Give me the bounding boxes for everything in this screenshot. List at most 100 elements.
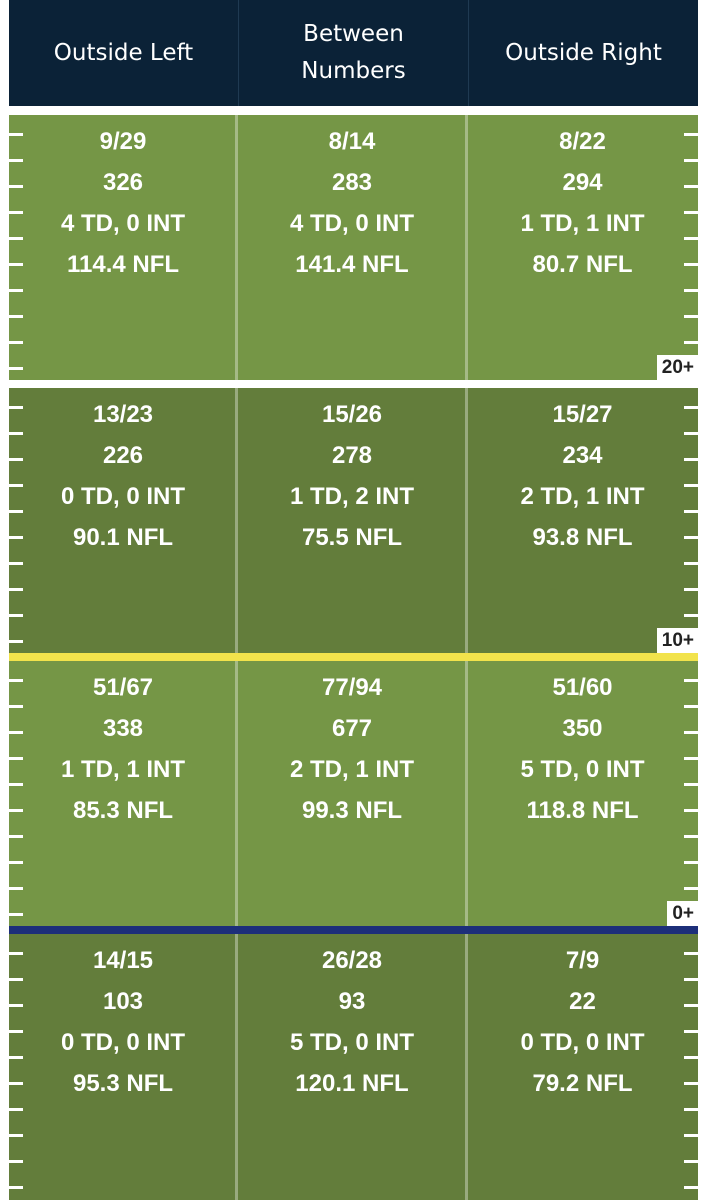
column-header-bar: Outside Left Between Numbers Outside Rig…	[9, 0, 698, 106]
hash-line	[235, 661, 238, 926]
cell-between-numbers: 26/28 93 5 TD, 0 INT 120.1 NFL	[237, 934, 467, 1200]
yard-ticks-left	[9, 115, 29, 380]
cell-outside-left: 13/23 226 0 TD, 0 INT 90.1 NFL	[9, 388, 237, 653]
divider-yellow	[9, 653, 698, 661]
yard-tick	[684, 484, 698, 487]
yard-tick	[9, 406, 23, 409]
yard-tick	[9, 835, 23, 838]
yard-ticks-left	[9, 934, 29, 1200]
zone-20-plus: 9/29 326 4 TD, 0 INT 114.4 NFL 8/14 283 …	[9, 115, 698, 380]
zone-badge: 0+	[667, 901, 698, 926]
yard-tick	[684, 133, 698, 136]
cell-outside-right: 51/60 350 5 TD, 0 INT 118.8 NFL	[467, 661, 698, 926]
yard-tick	[684, 341, 698, 344]
yard-tick	[9, 315, 23, 318]
yard-tick	[9, 887, 23, 890]
completions: 8/22	[559, 128, 606, 155]
hash-line	[465, 661, 468, 926]
yard-tick	[9, 640, 23, 643]
cell-between-numbers: 15/26 278 1 TD, 2 INT 75.5 NFL	[237, 388, 467, 653]
yards: 103	[102, 988, 144, 1015]
yard-tick	[9, 679, 23, 682]
yard-tick	[9, 614, 23, 617]
cell-between-numbers: 77/94 677 2 TD, 1 INT 99.3 NFL	[237, 661, 467, 926]
yard-tick	[684, 406, 698, 409]
yard-tick	[684, 1056, 698, 1059]
yard-ticks-left	[9, 661, 29, 926]
yard-tick	[9, 705, 23, 708]
yard-tick	[684, 614, 698, 617]
passer-rating: 95.3 NFL	[72, 1070, 174, 1097]
completions: 15/27	[552, 401, 613, 428]
yard-tick	[9, 1082, 23, 1085]
yard-tick	[9, 536, 23, 539]
yards: 234	[562, 442, 603, 469]
yard-tick	[9, 185, 23, 188]
yard-tick	[684, 458, 698, 461]
yard-ticks-left	[9, 388, 29, 653]
passer-rating: 99.3 NFL	[301, 797, 403, 824]
zone-badge: 20+	[656, 355, 698, 380]
passer-rating: 75.5 NFL	[301, 524, 403, 551]
td-int: 2 TD, 1 INT	[289, 756, 415, 783]
passer-rating: 93.8 NFL	[532, 524, 633, 551]
cell-outside-right: 8/22 294 1 TD, 1 INT 80.7 NFL	[467, 115, 698, 380]
hash-line	[235, 934, 238, 1200]
yard-tick	[684, 978, 698, 981]
yard-tick	[684, 1082, 698, 1085]
passer-rating: 90.1 NFL	[72, 524, 174, 551]
td-int: 1 TD, 2 INT	[289, 483, 415, 510]
passer-rating: 118.8 NFL	[526, 797, 639, 824]
yard-tick	[9, 757, 23, 760]
yard-tick	[684, 315, 698, 318]
yard-tick	[9, 783, 23, 786]
yard-tick	[9, 809, 23, 812]
yard-tick	[684, 185, 698, 188]
yard-tick	[684, 536, 698, 539]
yards: 338	[102, 715, 144, 742]
cell-outside-left: 14/15 103 0 TD, 0 INT 95.3 NFL	[9, 934, 237, 1200]
yards: 283	[331, 169, 373, 196]
cell-outside-left: 51/67 338 1 TD, 1 INT 85.3 NFL	[9, 661, 237, 926]
completions: 26/28	[321, 947, 383, 974]
yard-tick	[684, 861, 698, 864]
yard-tick	[684, 731, 698, 734]
yard-tick	[684, 679, 698, 682]
yard-tick	[9, 913, 23, 916]
yard-tick	[9, 562, 23, 565]
yard-tick	[684, 952, 698, 955]
completions: 14/15	[92, 947, 154, 974]
divider-white	[9, 380, 698, 388]
yard-tick	[684, 1186, 698, 1189]
td-int: 2 TD, 1 INT	[520, 483, 645, 510]
td-int: 5 TD, 0 INT	[289, 1029, 415, 1056]
passer-rating: 141.4 NFL	[295, 251, 409, 278]
completions: 9/29	[99, 128, 147, 155]
yard-tick	[9, 1160, 23, 1163]
yard-tick	[9, 1004, 23, 1007]
yard-tick	[9, 289, 23, 292]
header-between-numbers: Between Numbers	[238, 0, 469, 106]
yard-tick	[684, 887, 698, 890]
cell-outside-left: 9/29 326 4 TD, 0 INT 114.4 NFL	[9, 115, 237, 380]
td-int: 0 TD, 0 INT	[60, 1029, 186, 1056]
yard-tick	[9, 484, 23, 487]
yard-tick	[684, 237, 698, 240]
yard-tick	[9, 952, 23, 955]
yard-tick	[9, 510, 23, 513]
completions: 8/14	[328, 128, 376, 155]
yard-tick	[684, 432, 698, 435]
yard-tick	[9, 211, 23, 214]
header-outside-right: Outside Right	[469, 0, 698, 106]
yard-tick	[684, 1030, 698, 1033]
yards: 294	[562, 169, 603, 196]
yards: 278	[331, 442, 373, 469]
yard-tick	[9, 1108, 23, 1111]
hash-line	[465, 388, 468, 653]
completions: 77/94	[321, 674, 383, 701]
zone-badge: 10+	[656, 628, 698, 653]
hash-line	[465, 115, 468, 380]
yard-tick	[9, 237, 23, 240]
passer-rating: 79.2 NFL	[532, 1070, 633, 1097]
yard-tick	[684, 211, 698, 214]
